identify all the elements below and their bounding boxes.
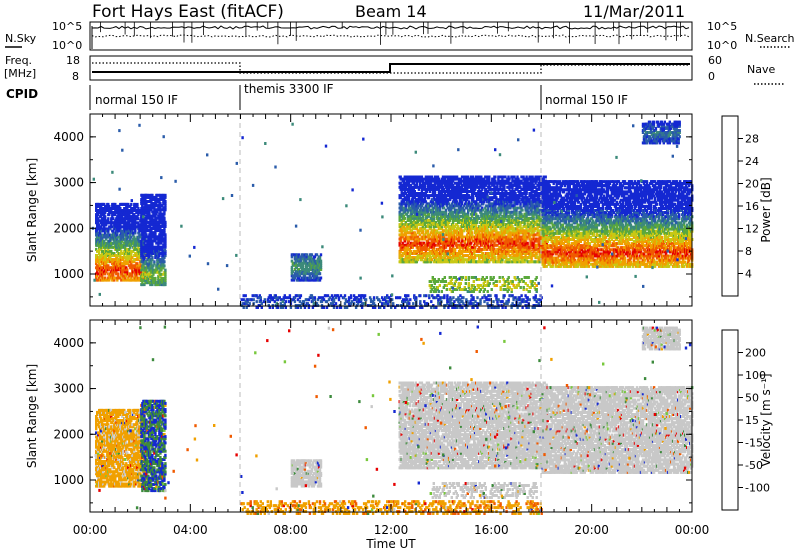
station-title: Fort Hays East (fitACF) <box>92 2 284 22</box>
nsearch-right-tick-bottom: 10^0 <box>707 39 737 52</box>
range-gate-cell <box>130 203 132 206</box>
nsearch-label: N.Search <box>745 32 795 45</box>
date-title: 11/Mar/2011 <box>583 2 685 21</box>
freq-unit-label: [MHz] <box>4 67 36 80</box>
nsky-traces <box>92 22 689 49</box>
cpid-segment-2: themis 3300 IF <box>244 82 334 96</box>
cpid-segment-3: normal 150 IF <box>545 93 628 107</box>
nave-tick-top: 60 <box>708 54 722 67</box>
cpid-segment-1: normal 150 IF <box>95 93 178 107</box>
range-gate-cell <box>104 215 106 218</box>
nsky-label: N.Sky <box>5 32 37 45</box>
freq-tick-top: 18 <box>66 54 80 67</box>
range-gate-cell <box>107 217 109 220</box>
nsearch-trace <box>92 35 689 37</box>
power-scatter <box>92 121 694 309</box>
freq-tick-bottom: 8 <box>72 70 79 83</box>
nsky-left-tick-top: 10^5 <box>52 20 82 33</box>
nave-label: Nave <box>747 63 775 76</box>
range-gate-cell <box>117 272 119 275</box>
cpid-label: CPID <box>6 87 38 101</box>
beam-title: Beam 14 <box>355 2 427 21</box>
range-gate-cell <box>136 203 138 206</box>
nave-tick-bottom: 0 <box>708 70 715 83</box>
nsky-left-tick-bottom: 10^0 <box>52 39 82 52</box>
nsearch-right-tick-top: 10^5 <box>707 20 737 33</box>
nsky-trace <box>92 26 689 49</box>
range-gate-cell <box>105 234 107 237</box>
rti-figure: Fort Hays East (fitACF) Beam 14 11/Mar/2… <box>0 0 800 554</box>
freq-label: Freq. <box>5 54 32 67</box>
range-gate-cell <box>126 268 128 271</box>
